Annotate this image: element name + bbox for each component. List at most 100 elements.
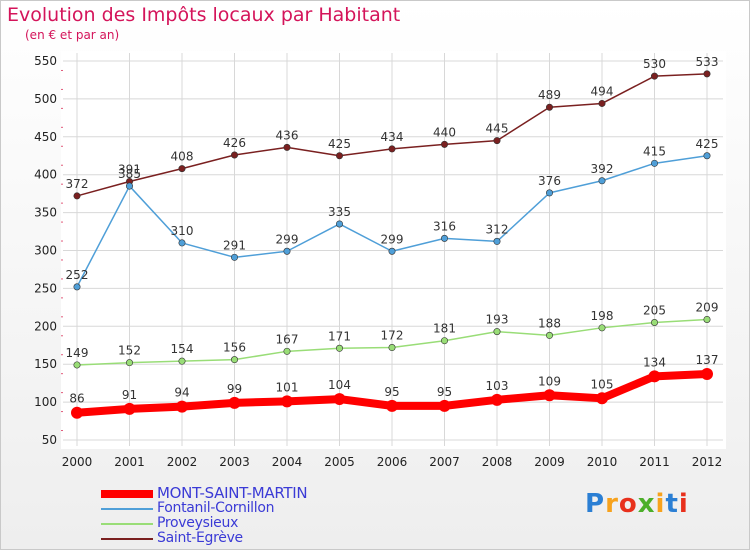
- data-label: 252: [66, 268, 89, 282]
- data-point: [493, 328, 501, 336]
- y-tick-label: 300: [34, 244, 57, 258]
- data-label: 104: [328, 378, 351, 392]
- data-label: 101: [276, 380, 299, 394]
- data-label: 291: [223, 238, 246, 252]
- data-point: [231, 253, 239, 261]
- legend-label: Saint-Egrève: [157, 530, 243, 546]
- data-label: 103: [486, 379, 509, 393]
- data-point: [440, 234, 448, 242]
- y-tick-label: 250: [34, 281, 57, 295]
- data-point: [283, 347, 291, 355]
- data-label: 198: [591, 309, 614, 323]
- data-point: [335, 344, 343, 352]
- data-label: 436: [276, 128, 299, 142]
- data-point: [491, 393, 503, 406]
- data-point: [178, 165, 186, 173]
- x-tick-label: 2011: [639, 455, 670, 469]
- data-label: 137: [696, 353, 719, 367]
- data-label: 440: [433, 125, 456, 139]
- data-point: [598, 177, 606, 185]
- data-label: 154: [171, 342, 194, 356]
- data-point: [545, 189, 553, 197]
- data-point: [440, 140, 448, 148]
- data-label: 149: [66, 346, 89, 360]
- x-tick-label: 2003: [219, 455, 250, 469]
- x-tick-label: 2004: [272, 455, 303, 469]
- data-point: [73, 361, 81, 369]
- data-label: 385: [118, 167, 141, 181]
- data-point: [703, 152, 711, 160]
- data-point: [650, 319, 658, 327]
- legend-label: Proveysieux: [157, 515, 239, 531]
- data-label: 86: [69, 392, 84, 406]
- data-point: [283, 247, 291, 255]
- data-label: 156: [223, 341, 246, 355]
- data-label: 299: [276, 232, 299, 246]
- data-point: [650, 159, 658, 167]
- data-label: 205: [643, 304, 666, 318]
- data-label: 530: [643, 57, 666, 71]
- data-label: 109: [538, 374, 561, 388]
- y-tick-label: 500: [34, 92, 57, 106]
- data-label: 171: [328, 329, 351, 343]
- x-tick-label: 2009: [534, 455, 565, 469]
- data-point: [283, 143, 291, 151]
- data-label: 172: [381, 329, 404, 343]
- proxiti-logo: Proxiti: [585, 489, 689, 519]
- data-label: 426: [223, 136, 246, 150]
- data-label: 95: [384, 385, 399, 399]
- x-tick-label: 2002: [167, 455, 198, 469]
- x-tick-label: 2010: [587, 455, 618, 469]
- data-point: [598, 99, 606, 107]
- data-point: [126, 359, 134, 367]
- data-label: 94: [174, 386, 189, 400]
- data-label: 105: [591, 377, 614, 391]
- data-point: [126, 182, 134, 190]
- data-label: 193: [486, 313, 509, 327]
- data-point: [703, 315, 711, 323]
- data-label: 391: [118, 163, 141, 177]
- data-point: [438, 399, 451, 412]
- data-label: 445: [486, 122, 509, 136]
- x-tick-label: 2006: [377, 455, 408, 469]
- data-point: [281, 395, 293, 408]
- data-point: [176, 400, 188, 413]
- data-point: [228, 396, 241, 409]
- chart-title: Evolution des Impôts locaux par Habitant: [7, 4, 401, 26]
- data-label: 408: [171, 150, 194, 164]
- y-tick-label: 200: [34, 319, 57, 333]
- legend-swatch: [101, 507, 153, 510]
- legend-swatch: [101, 522, 153, 525]
- data-point: [178, 357, 186, 365]
- data-label: 489: [538, 88, 561, 102]
- x-tick-label: 2012: [692, 455, 723, 469]
- data-label: 312: [486, 222, 509, 236]
- data-point: [648, 370, 661, 383]
- data-label: 310: [171, 224, 194, 238]
- data-point: [440, 337, 448, 345]
- data-label: 134: [643, 355, 666, 369]
- data-label: 316: [433, 219, 456, 233]
- data-label: 188: [538, 316, 561, 330]
- x-tick-label: 2005: [324, 455, 355, 469]
- data-point: [335, 220, 343, 228]
- data-label: 299: [381, 232, 404, 246]
- data-point: [493, 237, 501, 245]
- data-point: [178, 239, 186, 247]
- data-label: 494: [591, 84, 614, 98]
- data-label: 533: [696, 55, 719, 69]
- data-point: [596, 392, 608, 405]
- chart-subtitle: (en € et par an): [25, 28, 120, 42]
- data-point: [650, 72, 658, 80]
- data-label: 91: [122, 388, 137, 402]
- data-point: [388, 145, 396, 153]
- data-label: 335: [328, 205, 351, 219]
- y-tick-label: 350: [34, 206, 57, 220]
- y-tick-label: 100: [34, 395, 57, 409]
- data-point: [545, 331, 553, 339]
- data-label: 181: [433, 322, 456, 336]
- x-tick-label: 2007: [429, 455, 460, 469]
- data-label: 372: [66, 177, 89, 191]
